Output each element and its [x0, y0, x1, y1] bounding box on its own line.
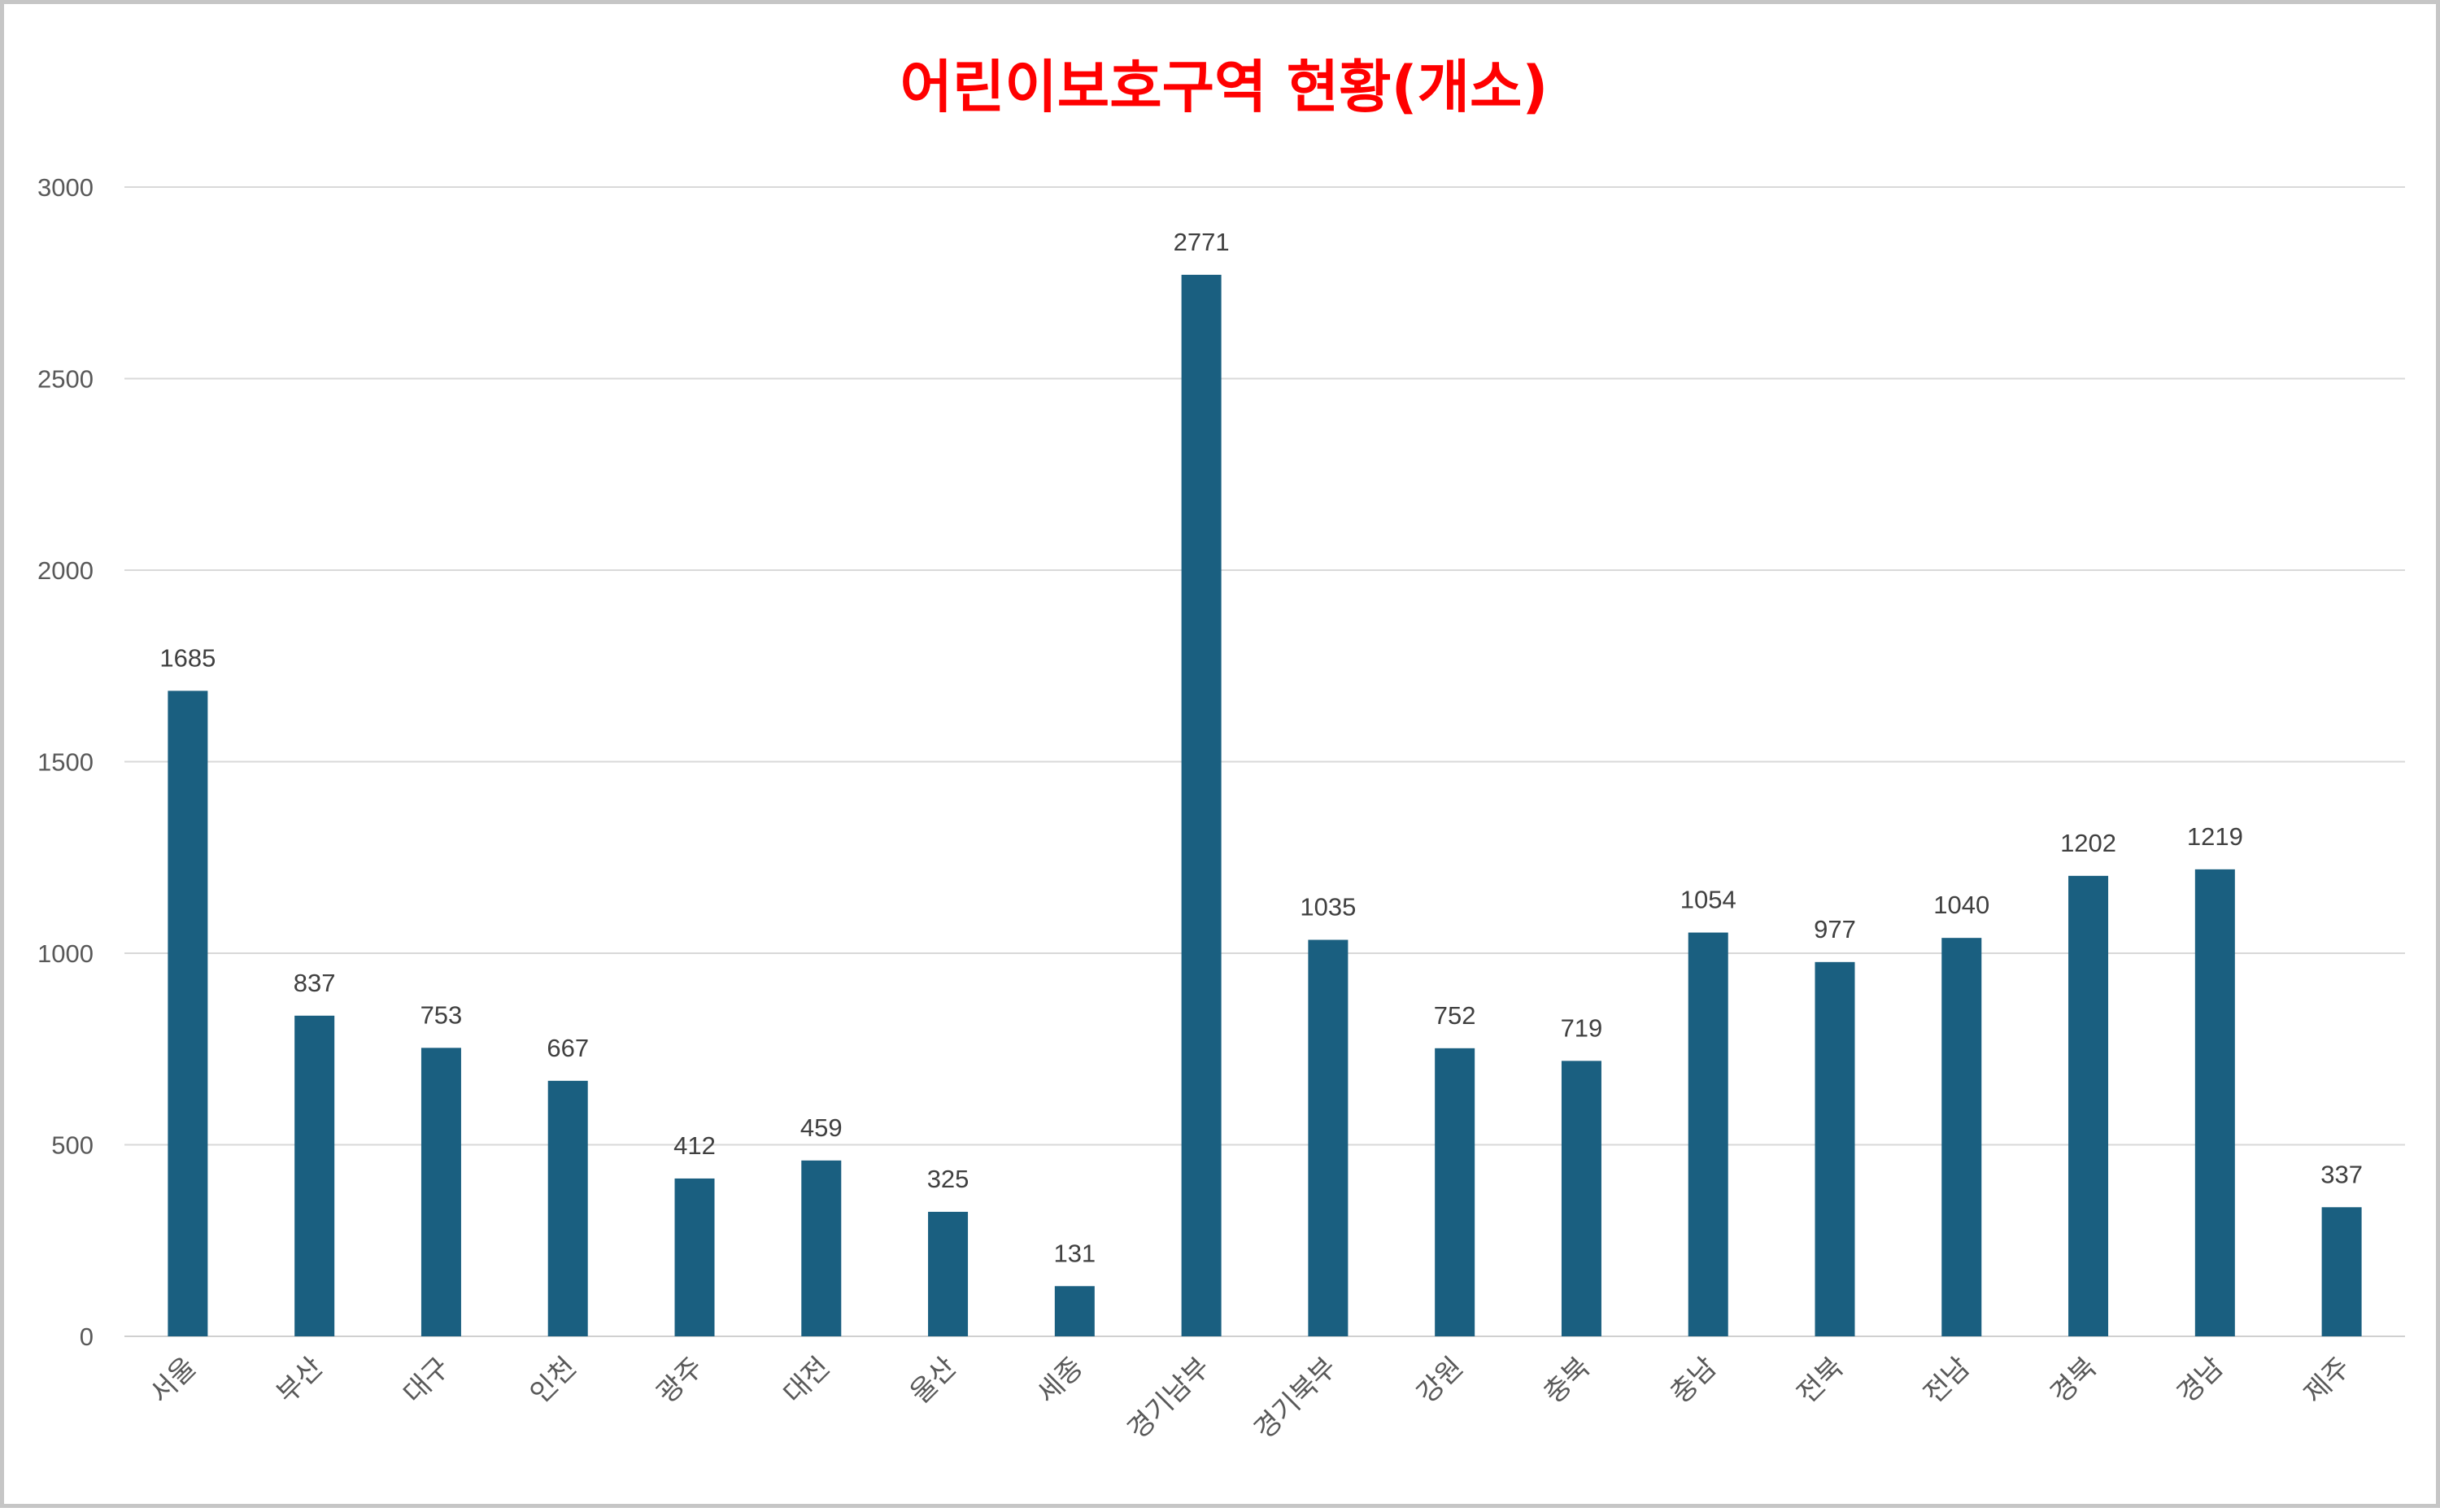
x-tick-label: 강원 [1411, 1351, 1471, 1410]
x-tick-label: 서울 [144, 1351, 203, 1410]
x-tick-label: 충남 [1664, 1351, 1723, 1410]
x-tick-label: 전남 [1918, 1351, 1977, 1410]
x-tick-label: 부산 [271, 1351, 330, 1410]
bar [928, 1211, 969, 1336]
data-label: 752 [1434, 1001, 1476, 1030]
y-tick-label: 500 [51, 1131, 94, 1160]
data-label: 2771 [1174, 228, 1230, 256]
data-label: 1035 [1300, 893, 1356, 922]
bar [1308, 939, 1349, 1336]
x-tick-label: 대구 [397, 1351, 456, 1410]
x-tick-label: 충북 [1537, 1351, 1597, 1410]
bar [294, 1015, 335, 1336]
bar [1688, 932, 1728, 1336]
bar [1561, 1061, 1601, 1336]
bar [2321, 1207, 2362, 1336]
bar [2194, 869, 2235, 1336]
x-tick-label: 경기북부 [1248, 1351, 1343, 1446]
y-axis-ticks: 0 500 1000 1500 2000 2500 3000 [37, 173, 94, 1351]
bar [547, 1080, 588, 1336]
data-label: 412 [673, 1131, 716, 1160]
x-tick-label: 경남 [2171, 1351, 2230, 1410]
gridlines [124, 186, 2405, 1337]
bar [674, 1178, 715, 1336]
x-tick-label: 인천 [524, 1351, 583, 1410]
bar [1941, 938, 1982, 1336]
x-tick-label: 울산 [904, 1351, 963, 1410]
x-tick-label: 세종 [1030, 1351, 1090, 1410]
x-tick-label: 대전 [778, 1351, 837, 1410]
bar [168, 691, 208, 1336]
y-tick-label: 2000 [37, 556, 94, 585]
chart-title: 어린이보호구역 현황(개소) [900, 54, 1549, 120]
x-axis-ticks: 서울 부산 대구 인천 광주 대전 울산 세종 경기남부 경기북부 강원 충북 충남 전북 전남 경북 경남 제주 [144, 1351, 2357, 1446]
bar [2068, 875, 2109, 1336]
bars [168, 274, 2362, 1336]
data-label: 1054 [1680, 886, 1736, 914]
bar [1054, 1286, 1095, 1336]
x-tick-label: 경북 [2044, 1351, 2103, 1410]
x-tick-label: 제주 [2298, 1351, 2357, 1410]
bar [1815, 961, 1855, 1336]
data-label: 1040 [1933, 891, 1989, 919]
y-tick-label: 0 [80, 1322, 94, 1351]
data-label: 719 [1561, 1013, 1603, 1042]
data-label: 977 [1814, 915, 1856, 943]
bar [1435, 1048, 1475, 1336]
bar [1181, 274, 1222, 1336]
y-tick-label: 3000 [37, 173, 94, 202]
data-label: 337 [2320, 1160, 2363, 1188]
x-tick-label: 경기남부 [1122, 1351, 1217, 1446]
data-label: 1202 [2060, 829, 2116, 857]
data-label: 325 [927, 1165, 969, 1193]
bar [801, 1160, 842, 1336]
x-tick-label: 전북 [1791, 1351, 1850, 1410]
data-label: 1219 [2187, 822, 2243, 851]
x-tick-label: 광주 [651, 1351, 710, 1410]
y-tick-label: 1500 [37, 748, 94, 777]
data-label: 837 [294, 969, 336, 997]
y-tick-label: 1000 [37, 939, 94, 968]
data-label: 667 [547, 1034, 589, 1062]
data-label: 131 [1053, 1239, 1096, 1267]
data-label: 753 [420, 1000, 463, 1029]
data-labels: 1685 837 753 667 412 459 325 131 2771 1035 752 719 1… [159, 228, 2363, 1267]
bar [420, 1048, 461, 1336]
data-label: 1685 [159, 643, 216, 672]
y-tick-label: 2500 [37, 365, 94, 394]
chart-plot-area: 0 500 1000 1500 2000 2500 3000 1685 837 753 667 41… [37, 173, 2405, 1446]
data-label: 459 [800, 1113, 843, 1142]
